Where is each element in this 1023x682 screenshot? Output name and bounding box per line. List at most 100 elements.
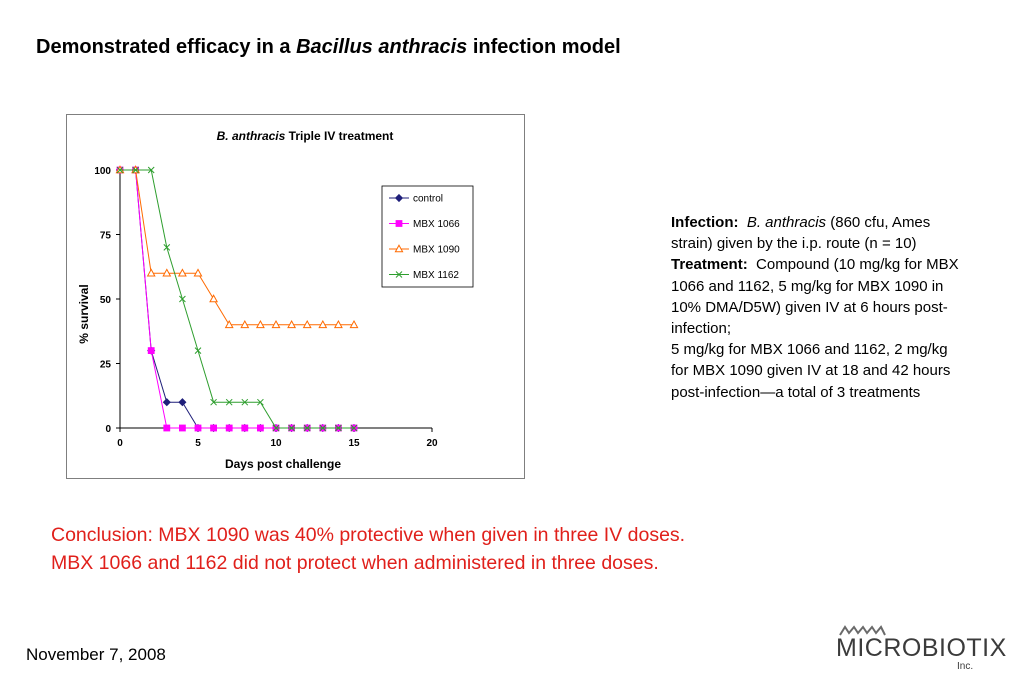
data-point-mbx-1066 (194, 424, 202, 432)
y-tick-label: 0 (105, 424, 111, 435)
treatment-label: Treatment: (671, 256, 748, 274)
data-point-mbx-1090 (162, 268, 172, 277)
data-point-mbx-1162 (194, 347, 202, 354)
treatment-paragraph: Treatment: Compound (10 mg/kg for MBX 10… (671, 254, 961, 339)
data-point-mbx-1162 (272, 424, 280, 432)
data-point-mbx-1090 (193, 268, 203, 277)
conclusion-line-2: MBX 1066 and 1162 did not protect when a… (51, 552, 659, 574)
series-line-mbx-1090 (120, 169, 354, 326)
legend-entry-control: control (389, 194, 443, 205)
legend-marker (395, 220, 403, 227)
data-point-mbx-1162 (210, 398, 217, 406)
data-point-mbx-1090 (209, 294, 219, 303)
title-part-2: infection model (467, 36, 621, 58)
data-point-mbx-1090 (333, 319, 343, 329)
chart-series (115, 165, 359, 433)
x-tick-label: 20 (426, 438, 438, 449)
series-line-mbx-1066 (120, 169, 354, 429)
data-point-mbx-1090 (271, 319, 281, 329)
data-point-mbx-1090 (177, 268, 187, 277)
data-point-control (178, 398, 187, 407)
infection-text: (860 cfu, Ames strain) given by the i.p.… (671, 214, 931, 253)
treatment-text: Compound (10 mg/kg for MBX 1066 and 1162… (671, 256, 959, 338)
data-point-mbx-1066 (256, 424, 264, 432)
chart-legend-box (381, 185, 474, 288)
y-tick-label: 75 (100, 231, 112, 242)
data-point-mbx-1090 (349, 319, 359, 329)
slide-title: Demonstrated efficacy in a Bacillus anth… (36, 36, 621, 59)
legend-label: MBX 1090 (413, 245, 460, 256)
infection-paragraph: Infection: B. anthracis (860 cfu, Ames s… (671, 212, 961, 254)
y-tick-label: 25 (100, 360, 112, 371)
infection-label: Infection: (671, 214, 739, 231)
survival-chart: B. anthracis Triple IV treatment 0 25 50 75… (66, 114, 525, 479)
chart-title-italic: B. anthracis (217, 129, 286, 143)
x-tick-label: 0 (117, 438, 123, 449)
legend-entry-mbx-1162: MBX 1162 (389, 270, 459, 281)
chart-title: B. anthracis Triple IV treatment (217, 129, 394, 143)
data-point-mbx-1090 (146, 268, 156, 277)
slide-date: November 7, 2008 (26, 645, 166, 664)
data-point-mbx-1090 (224, 319, 234, 329)
data-point-mbx-1162 (241, 398, 249, 406)
data-point-mbx-1162 (350, 424, 358, 432)
title-part-italic: Bacillus anthracis (296, 36, 468, 58)
y-axis-label: % survival (77, 284, 91, 343)
series-line-control (120, 169, 354, 429)
data-point-mbx-1162 (319, 424, 327, 432)
data-point-mbx-1162 (116, 166, 124, 174)
data-point-mbx-1066 (147, 347, 155, 355)
data-point-mbx-1066 (179, 424, 186, 432)
data-point-mbx-1066 (225, 424, 233, 432)
legend-marker (394, 193, 404, 203)
data-point-control (162, 398, 171, 407)
data-point-mbx-1162 (163, 244, 171, 251)
series-mbx-1090 (115, 165, 359, 329)
legend-label: MBX 1162 (413, 270, 459, 281)
x-tick-label: 10 (270, 438, 282, 449)
data-point-mbx-1162 (179, 295, 186, 303)
x-tick-label: 15 (348, 438, 360, 449)
legend-marker (394, 244, 404, 253)
data-point-mbx-1162 (132, 166, 139, 174)
series-line-mbx-1162 (120, 169, 354, 429)
data-point-mbx-1162 (303, 424, 311, 432)
data-point-mbx-1090 (255, 319, 265, 329)
data-point-mbx-1162 (147, 166, 155, 174)
legend-label: control (413, 194, 443, 205)
microbiotix-logo: MICROBIOTIX Inc. (830, 624, 1006, 672)
chart-legend: control MBX 1066 MBX 1090 MBX 1162 (389, 194, 460, 281)
conclusion-line-1: Conclusion: MBX 1090 was 40% protective … (51, 524, 686, 546)
study-details: Infection: B. anthracis (860 cfu, Ames s… (671, 212, 961, 403)
series-mbx-1066 (116, 166, 358, 432)
legend-marker (395, 271, 403, 278)
title-part-1: Demonstrated efficacy in a (36, 36, 297, 58)
x-axis-label: Days post challenge (225, 457, 341, 471)
data-point-mbx-1090 (287, 319, 297, 329)
logo-text: MICROBIOTIX (836, 634, 1007, 662)
survival-chart-svg: B. anthracis Triple IV treatment 0255075… (77, 129, 474, 471)
data-point-mbx-1090 (318, 319, 328, 329)
legend-entry-mbx-1090: MBX 1090 (389, 244, 460, 256)
infection-organism: B. anthracis (746, 214, 827, 231)
treatment-paragraph-2: 5 mg/kg for MBX 1066 and 1162, 2 mg/kg f… (671, 341, 951, 401)
data-point-mbx-1066 (163, 424, 171, 432)
data-point-mbx-1162 (335, 424, 342, 432)
logo-wave-icon (839, 625, 886, 636)
x-tick-label: 5 (195, 438, 201, 449)
data-point-mbx-1162 (225, 398, 233, 406)
chart-axes: 0 25 50 75 100 0 5 10 15 20 (94, 166, 438, 449)
data-point-mbx-1066 (241, 424, 249, 432)
data-point-mbx-1162 (257, 398, 264, 406)
y-tick-label: 100 (94, 166, 111, 177)
legend-entry-mbx-1066: MBX 1066 (389, 219, 460, 230)
data-point-mbx-1090 (302, 319, 312, 329)
data-point-mbx-1090 (240, 319, 250, 329)
legend-label: MBX 1066 (413, 219, 460, 230)
data-point-mbx-1162 (288, 424, 295, 432)
data-point-mbx-1066 (210, 424, 218, 432)
y-tick-label: 50 (100, 295, 112, 306)
series-mbx-1162 (116, 166, 358, 432)
logo-inc: Inc. (957, 661, 974, 672)
conclusion: Conclusion: MBX 1090 was 40% protective … (51, 521, 685, 577)
